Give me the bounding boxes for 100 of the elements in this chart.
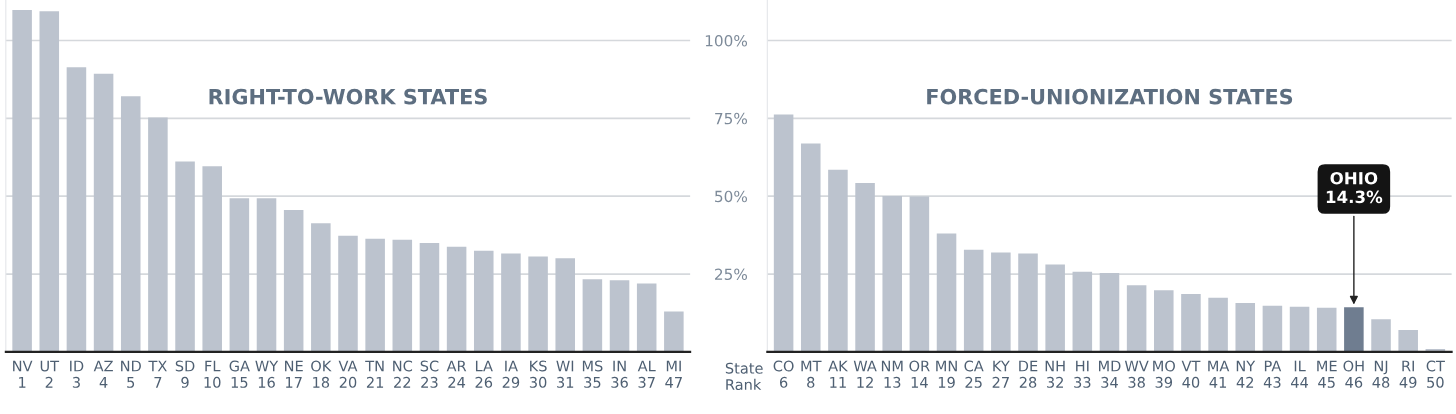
x-tick-label: UT 2 <box>40 360 60 388</box>
bar <box>202 166 222 352</box>
bar <box>1316 307 1337 352</box>
bar <box>473 250 494 352</box>
x-tick-label: MI 47 <box>665 360 682 388</box>
bar <box>1208 297 1228 352</box>
x-tick-label: AZ 4 <box>93 360 113 388</box>
bar <box>773 114 794 352</box>
x-tick-label: ID 3 <box>70 360 84 388</box>
annotation: OHIO 14.3% <box>1326 171 1383 204</box>
text: State Rank <box>725 362 763 391</box>
bar <box>66 67 87 352</box>
bar <box>1262 305 1283 352</box>
x-tick-label: OK 18 <box>311 360 332 388</box>
bar <box>636 283 657 352</box>
x-tick-label: VT 40 <box>1181 360 1201 388</box>
x-tick-label: WI 31 <box>556 360 574 388</box>
bar <box>446 246 467 352</box>
bar <box>582 279 603 352</box>
bar <box>963 249 984 352</box>
bar <box>855 183 875 352</box>
x-tick-label: MN 19 <box>936 360 957 388</box>
x-tick-label: SD 9 <box>175 360 195 388</box>
x-tick-label: CT 50 <box>1426 360 1445 388</box>
bar <box>555 258 575 352</box>
text: RIGHT-TO-WORK STATES <box>209 88 487 105</box>
bar <box>501 253 521 352</box>
x-tick-label: TN 21 <box>365 360 384 388</box>
x-tick-label: LA 26 <box>475 360 493 388</box>
bar <box>365 238 385 352</box>
bar <box>1344 307 1364 352</box>
x-tick-label: NY 42 <box>1236 360 1256 388</box>
x-tick-label: AK 11 <box>828 360 848 388</box>
y-tick-label: 100% <box>705 34 748 47</box>
x-tick-label: CA 25 <box>964 360 984 388</box>
bar <box>1371 319 1391 352</box>
x-tick-label: NH 32 <box>1045 360 1065 388</box>
bar <box>1018 253 1038 352</box>
x-tick-label: WV 38 <box>1124 360 1149 388</box>
x-tick-label: FL 10 <box>204 360 221 388</box>
x-tick-label: NM 13 <box>881 360 903 388</box>
x-tick-label: HI 33 <box>1074 360 1091 388</box>
bar <box>828 169 848 352</box>
bar <box>1154 290 1174 352</box>
bar <box>1289 306 1310 352</box>
x-tick-label: AL 37 <box>637 360 656 388</box>
x-tick-label: CO 6 <box>773 360 794 388</box>
x-tick-label: GA 15 <box>229 360 250 388</box>
bar <box>1181 293 1201 352</box>
x-tick-label: MO 39 <box>1153 360 1175 388</box>
x-tick-label: MD 34 <box>1099 360 1121 388</box>
bar <box>229 198 250 352</box>
bar <box>1099 273 1120 352</box>
x-tick-label: OR 14 <box>909 360 930 388</box>
x-tick-label: DE 28 <box>1019 360 1038 388</box>
x-tick-label: IA 29 <box>502 360 520 388</box>
bar <box>882 195 902 352</box>
x-tick-label: OH 46 <box>1343 360 1364 388</box>
x-tick-label: IL 44 <box>1291 360 1309 388</box>
bar <box>283 209 304 352</box>
bar <box>256 198 277 352</box>
x-tick-label: KS 30 <box>529 360 547 388</box>
y-tick-label: 50% <box>715 190 748 203</box>
x-tick-label: PA 43 <box>1263 360 1282 388</box>
x-tick-label: KY 27 <box>992 360 1010 388</box>
text: FORCED-UNIONIZATION STATES <box>927 88 1293 105</box>
bar <box>12 9 32 352</box>
x-tick-label: MT 8 <box>801 360 822 388</box>
x-tick-label: MA 41 <box>1208 360 1230 388</box>
x-tick-label: AR 24 <box>446 360 467 388</box>
bar <box>311 223 331 352</box>
bar <box>1045 264 1065 352</box>
y-tick-label: 75% <box>715 112 748 125</box>
bar <box>909 196 930 352</box>
x-tick-label: NV 1 <box>13 360 33 388</box>
x-tick-label: TX 7 <box>148 360 167 388</box>
x-tick-label: IN 36 <box>611 360 628 388</box>
x-tick-label: SC 23 <box>420 360 439 388</box>
bar <box>39 11 60 352</box>
bar <box>528 256 548 352</box>
bar <box>392 239 413 352</box>
bar <box>93 73 114 352</box>
x-tick-label: WA 12 <box>853 360 877 388</box>
bar <box>991 252 1011 352</box>
x-tick-label: NC 22 <box>393 360 413 388</box>
x-tick-label: WY 16 <box>255 360 279 388</box>
x-tick-label: MS 35 <box>582 360 603 388</box>
x-tick-label: ND 5 <box>121 360 141 388</box>
x-tick-label: ME 45 <box>1317 360 1337 388</box>
bar <box>1398 330 1418 352</box>
bar <box>338 235 358 352</box>
bar <box>664 311 684 352</box>
y-tick-label: 25% <box>715 268 748 281</box>
bar <box>1126 285 1147 352</box>
bar <box>609 280 630 352</box>
bar <box>175 161 195 352</box>
bar <box>936 233 957 352</box>
x-tick-label: RI 49 <box>1399 360 1417 388</box>
bar <box>419 242 440 352</box>
bar <box>1072 271 1093 352</box>
